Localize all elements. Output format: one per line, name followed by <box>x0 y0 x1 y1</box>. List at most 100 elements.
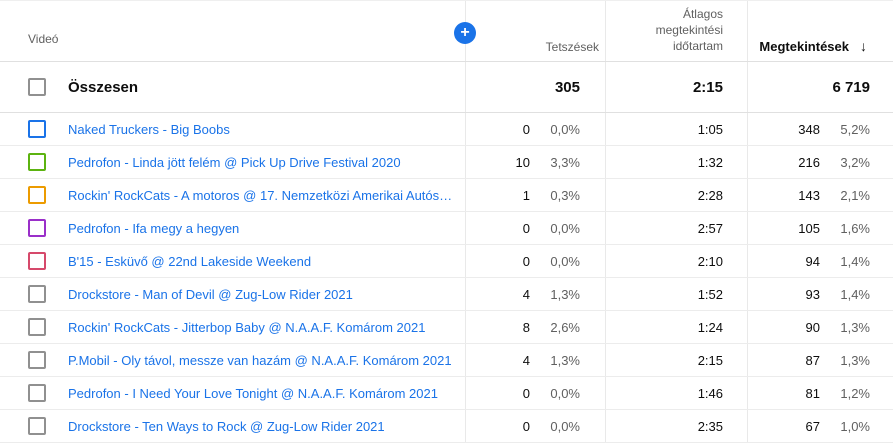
video-title-link[interactable]: Naked Truckers - Big Boobs <box>68 121 230 137</box>
row-checkbox[interactable] <box>28 351 46 369</box>
table-row[interactable]: Drockstore - Man of Devil @ Zug-Low Ride… <box>0 278 893 311</box>
avg-view-duration-value: 2:57 <box>697 220 723 236</box>
avg-view-duration-value: 1:05 <box>697 121 723 137</box>
views-percent: 1,2% <box>840 385 870 401</box>
views-count: 67 <box>805 418 820 434</box>
video-title-link[interactable]: Pedrofon - Linda jött felém @ Pick Up Dr… <box>68 154 401 170</box>
likes-count: 0 <box>522 253 530 269</box>
totals-label: Összesen <box>68 78 139 96</box>
views-percent: 5,2% <box>840 121 870 137</box>
likes-percent: 0,0% <box>550 253 580 269</box>
views-percent: 1,6% <box>840 220 870 236</box>
row-checkbox[interactable] <box>28 153 46 171</box>
plus-icon: + <box>460 23 470 41</box>
likes-percent: 0,0% <box>550 220 580 236</box>
views-count: 87 <box>805 352 820 368</box>
row-checkbox[interactable] <box>28 186 46 204</box>
likes-percent: 3,3% <box>550 154 580 170</box>
table-row[interactable]: Rockin' RockCats - A motoros @ 17. Nemze… <box>0 179 893 212</box>
views-percent: 1,4% <box>840 286 870 302</box>
totals-row: Összesen 305 2:15 6 719 <box>0 62 893 113</box>
row-checkbox[interactable] <box>28 120 46 138</box>
views-count: 216 <box>798 154 820 170</box>
views-count: 94 <box>805 253 820 269</box>
likes-count: 0 <box>522 385 530 401</box>
views-percent: 3,2% <box>840 154 870 170</box>
row-checkbox[interactable] <box>28 384 46 402</box>
views-count: 105 <box>798 220 820 236</box>
likes-percent: 0,0% <box>550 418 580 434</box>
sort-descending-icon: ↓ <box>860 38 867 54</box>
column-header-views[interactable]: Megtekintések ↓ <box>747 38 893 61</box>
likes-percent: 0,3% <box>550 187 580 203</box>
row-checkbox[interactable] <box>28 285 46 303</box>
video-title-link[interactable]: P.Mobil - Oly távol, messze van hazám @ … <box>68 352 452 368</box>
row-checkbox[interactable] <box>28 219 46 237</box>
avg-view-duration-value: 1:24 <box>697 319 723 335</box>
likes-percent: 1,3% <box>550 352 580 368</box>
video-title-link[interactable]: Rockin' RockCats - Jitterbop Baby @ N.A.… <box>68 319 426 335</box>
column-header-likes[interactable]: Tetszések <box>545 40 599 54</box>
likes-count: 8 <box>522 319 530 335</box>
avg-view-duration-value: 2:15 <box>697 352 723 368</box>
row-checkbox[interactable] <box>28 417 46 435</box>
views-count: 93 <box>805 286 820 302</box>
table-row[interactable]: Naked Truckers - Big Boobs 0 0,0% 1:05 3… <box>0 113 893 146</box>
avg-view-duration-value: 2:10 <box>697 253 723 269</box>
video-title-link[interactable]: Pedrofon - Ifa megy a hegyen <box>68 220 240 236</box>
views-count: 348 <box>798 121 820 137</box>
likes-percent: 0,0% <box>550 121 580 137</box>
column-divider <box>465 0 466 443</box>
totals-avg-view-duration: 2:15 <box>692 78 723 96</box>
table-row[interactable]: Pedrofon - I Need Your Love Tonight @ N.… <box>0 377 893 410</box>
views-count: 81 <box>805 385 820 401</box>
video-title-link[interactable]: Rockin' RockCats - A motoros @ 17. Nemze… <box>68 187 465 203</box>
likes-percent: 0,0% <box>550 385 580 401</box>
likes-percent: 1,3% <box>550 286 580 302</box>
views-percent: 2,1% <box>840 187 870 203</box>
totals-views: 6 719 <box>832 78 870 96</box>
table-row[interactable]: Rockin' RockCats - Jitterbop Baby @ N.A.… <box>0 311 893 344</box>
likes-count: 0 <box>522 418 530 434</box>
avg-view-duration-value: 2:28 <box>697 187 723 203</box>
video-title-link[interactable]: Pedrofon - I Need Your Love Tonight @ N.… <box>68 385 438 401</box>
views-count: 143 <box>798 187 820 203</box>
table-row[interactable]: P.Mobil - Oly távol, messze van hazám @ … <box>0 344 893 377</box>
avg-view-duration-value: 1:52 <box>697 286 723 302</box>
select-all-checkbox[interactable] <box>28 78 46 96</box>
column-header-video[interactable]: Videó <box>28 32 59 46</box>
row-checkbox[interactable] <box>28 318 46 336</box>
views-percent: 1,3% <box>840 352 870 368</box>
likes-count: 1 <box>522 187 530 203</box>
table-row[interactable]: Drockstore - Ten Ways to Rock @ Zug-Low … <box>0 410 893 443</box>
avg-view-duration-value: 1:32 <box>697 154 723 170</box>
avg-view-duration-value: 1:46 <box>697 385 723 401</box>
likes-percent: 2,6% <box>550 319 580 335</box>
likes-count: 10 <box>515 154 530 170</box>
likes-count: 0 <box>522 121 530 137</box>
views-percent: 1,0% <box>840 418 870 434</box>
column-divider <box>605 0 606 443</box>
views-percent: 1,3% <box>840 319 870 335</box>
views-count: 90 <box>805 319 820 335</box>
video-title-link[interactable]: Drockstore - Ten Ways to Rock @ Zug-Low … <box>68 418 385 434</box>
table-row[interactable]: Pedrofon - Ifa megy a hegyen 0 0,0% 2:57… <box>0 212 893 245</box>
column-header-avg-view-duration-label: Átlagos megtekintési időtartam <box>655 7 723 53</box>
likes-count: 4 <box>522 352 530 368</box>
video-title-link[interactable]: B'15 - Esküvő @ 22nd Lakeside Weekend <box>68 253 312 269</box>
avg-view-duration-value: 2:35 <box>697 418 723 434</box>
add-metric-button[interactable]: + <box>454 22 476 44</box>
table-header-row: Videó Tetszések Átlagos megtekintési idő… <box>0 0 893 62</box>
column-header-avg-view-duration[interactable]: Átlagos megtekintési időtartam <box>605 6 747 61</box>
likes-count: 4 <box>522 286 530 302</box>
table-body: Naked Truckers - Big Boobs 0 0,0% 1:05 3… <box>0 113 893 443</box>
likes-count: 0 <box>522 220 530 236</box>
video-title-link[interactable]: Drockstore - Man of Devil @ Zug-Low Ride… <box>68 286 353 302</box>
table-row[interactable]: Pedrofon - Linda jött felém @ Pick Up Dr… <box>0 146 893 179</box>
totals-likes: 305 <box>554 78 580 96</box>
table-row[interactable]: B'15 - Esküvő @ 22nd Lakeside Weekend 0 … <box>0 245 893 278</box>
column-header-views-label: Megtekintések <box>759 39 849 54</box>
row-checkbox[interactable] <box>28 252 46 270</box>
column-divider <box>747 0 748 443</box>
